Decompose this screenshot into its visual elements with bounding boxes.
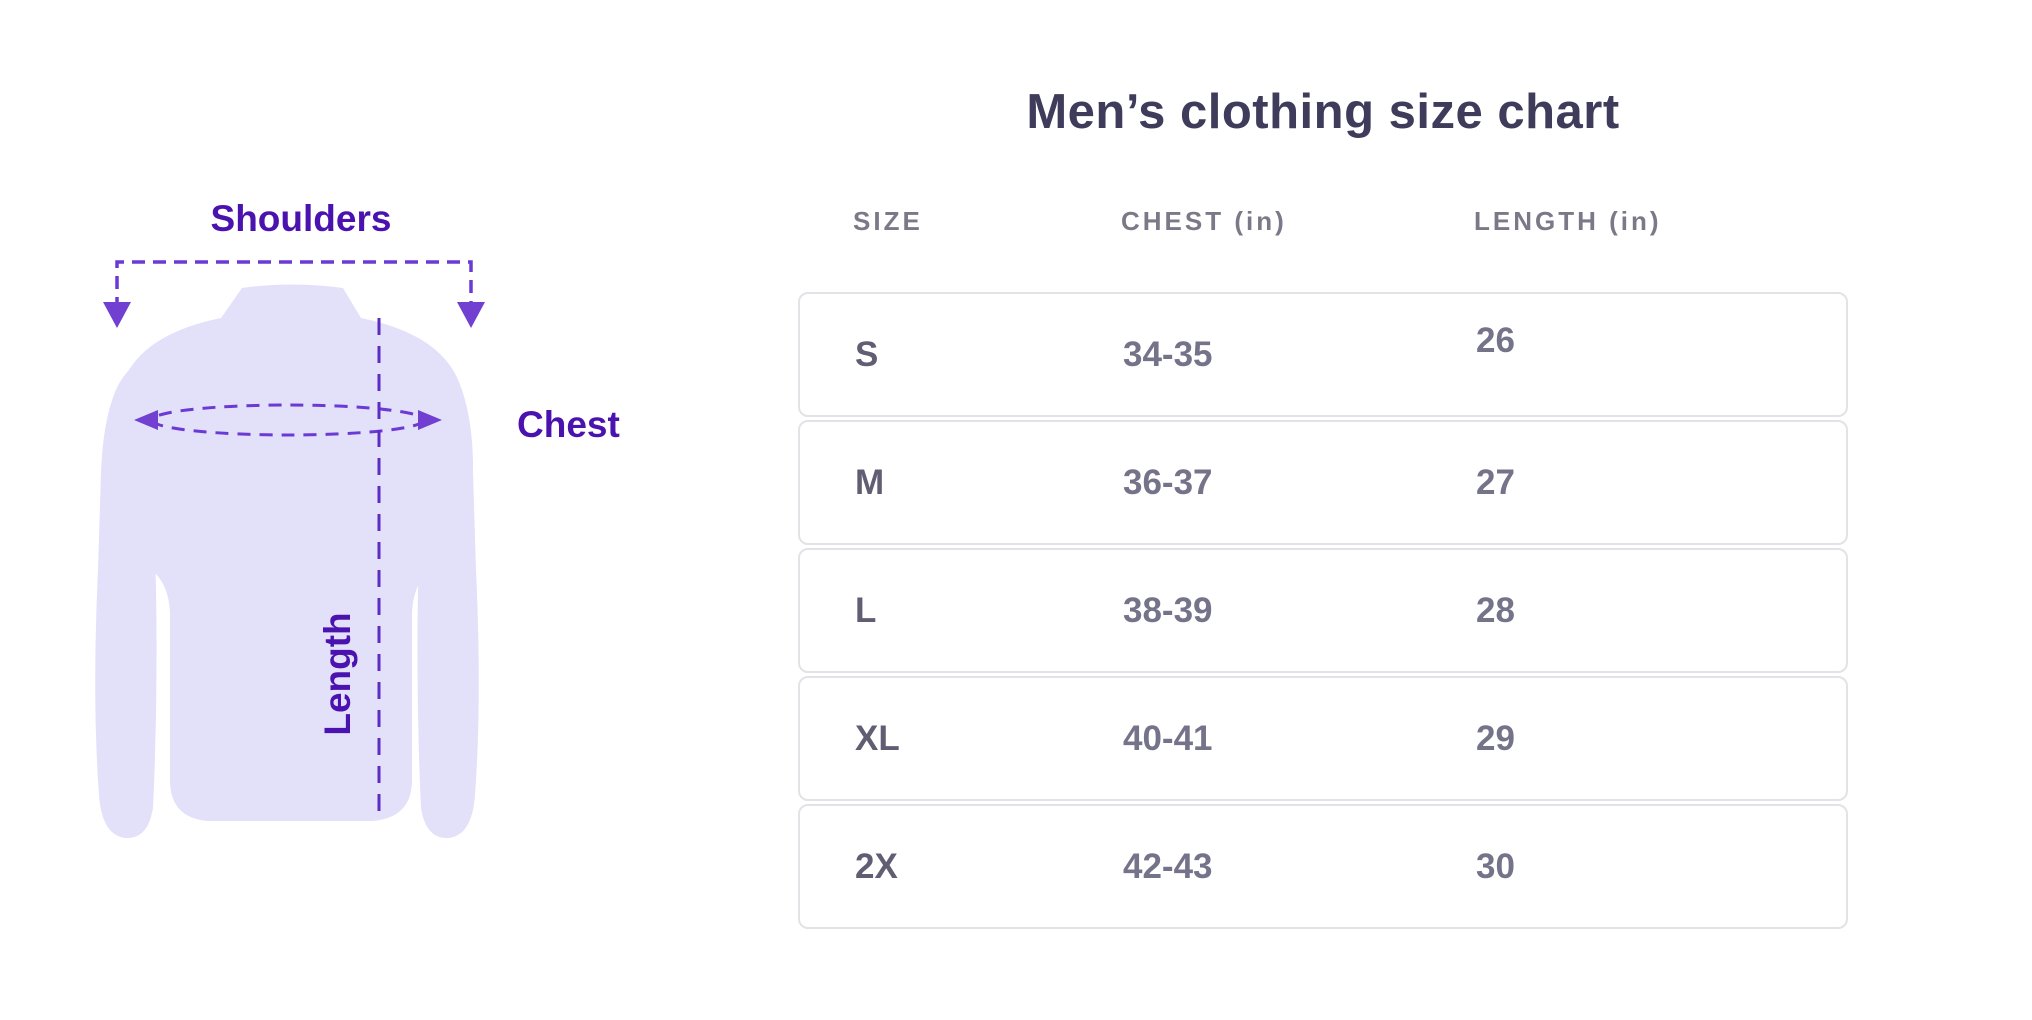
chest-arrow-right-icon [418,410,442,430]
table-row: S 34-35 26 [798,292,1848,417]
cell-size: M [855,462,885,502]
cell-length: 27 [1476,462,1515,502]
cell-size: 2X [855,846,898,886]
cell-chest: 38-39 [1123,590,1213,630]
shirt-diagram-svg [95,260,485,839]
cell-chest: 40-41 [1123,718,1213,758]
size-table-header: SIZE CHEST (in) LENGTH (in) [798,206,1848,236]
chest-arrow-left-icon [134,410,158,430]
header-cell-size: SIZE [853,206,923,236]
shirt-measurement-diagram: Shoulders Chest Length [0,0,700,1020]
cell-length: 29 [1476,718,1515,758]
cell-length: 28 [1476,590,1515,630]
chest-label: Chest [517,404,620,445]
table-row: L 38-39 28 [798,548,1848,673]
header-cell-chest: CHEST (in) [1121,206,1287,236]
shoulders-measure-line [115,260,473,310]
cell-size: XL [855,718,900,758]
length-label: Length [317,612,358,736]
cell-chest: 36-37 [1123,462,1213,502]
cell-size: S [855,334,879,374]
shoulders-label: Shoulders [210,198,392,239]
table-row: 2X 42-43 30 [798,804,1848,929]
cell-length: 30 [1476,846,1515,886]
size-table: S 34-35 26 M 36-37 27 L 38-39 28 XL 40-4… [798,292,1848,932]
header-cell-length: LENGTH (in) [1474,206,1662,236]
shoulder-arrow-down-left-icon [103,302,131,328]
cell-chest: 42-43 [1123,846,1213,886]
cell-chest: 34-35 [1123,334,1213,374]
page-title: Men’s clothing size chart [1026,85,1620,139]
table-row: M 36-37 27 [798,420,1848,545]
cell-size: L [855,590,877,630]
shirt-torso [109,284,473,821]
cell-length: 26 [1476,320,1515,360]
table-row: XL 40-41 29 [798,676,1848,801]
shoulder-arrow-down-right-icon [457,302,485,328]
